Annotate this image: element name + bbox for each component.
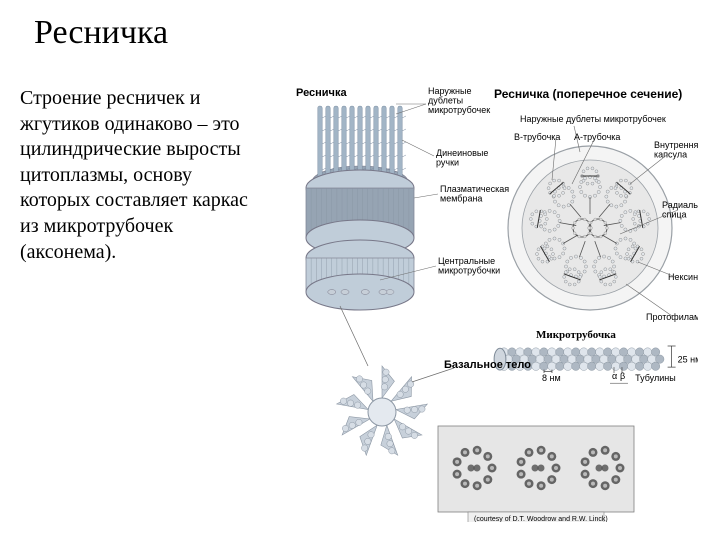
svg-text:25 нм: 25 нм <box>678 355 698 365</box>
svg-text:Наружные дублеты микротрубочек: Наружные дублеты микротрубочек <box>520 114 666 124</box>
svg-text:(courtesy of D.T. Woodrow and: (courtesy of D.T. Woodrow and R.W. Linck… <box>474 516 608 522</box>
svg-text:Центральныемикротрубочки: Центральныемикротрубочки <box>438 256 500 275</box>
svg-text:Ресничка: Ресничка <box>296 87 347 99</box>
svg-text:Протофиламенты: Протофиламенты <box>646 312 698 322</box>
svg-text:8 нм: 8 нм <box>542 373 561 383</box>
cilium-diagram: Ресничка Наружныедублетымикротрубочек Дине… <box>268 80 698 522</box>
slide-body: Строение ресничек и жгутиков одинаково –… <box>20 86 260 265</box>
svg-text:Внутренняякапсула: Внутренняякапсула <box>654 140 698 159</box>
svg-text:Базальное тело: Базальное тело <box>444 359 531 371</box>
svg-text:A-трубочка: A-трубочка <box>574 132 620 142</box>
svg-text:Плазматическаямембрана: Плазматическаямембрана <box>440 184 509 203</box>
svg-text:Наружныедублетымикротрубочек: Наружныедублетымикротрубочек <box>428 86 490 115</box>
svg-text:Нексин: Нексин <box>668 272 698 282</box>
svg-text:Ресничка (поперечное сечение): Ресничка (поперечное сечение) <box>494 87 682 101</box>
slide-title: Ресничка <box>34 14 168 52</box>
svg-text:B-трубочка: B-трубочка <box>514 132 560 142</box>
svg-text:β: β <box>620 371 625 381</box>
svg-text:Микротрубочка: Микротрубочка <box>536 329 616 341</box>
svg-text:Динеиновыеручки: Динеиновыеручки <box>436 148 488 167</box>
svg-text:Тубулины: Тубулины <box>635 373 676 383</box>
svg-text:α: α <box>612 371 617 381</box>
svg-text:Радиальнаяспица: Радиальнаяспица <box>662 200 698 219</box>
